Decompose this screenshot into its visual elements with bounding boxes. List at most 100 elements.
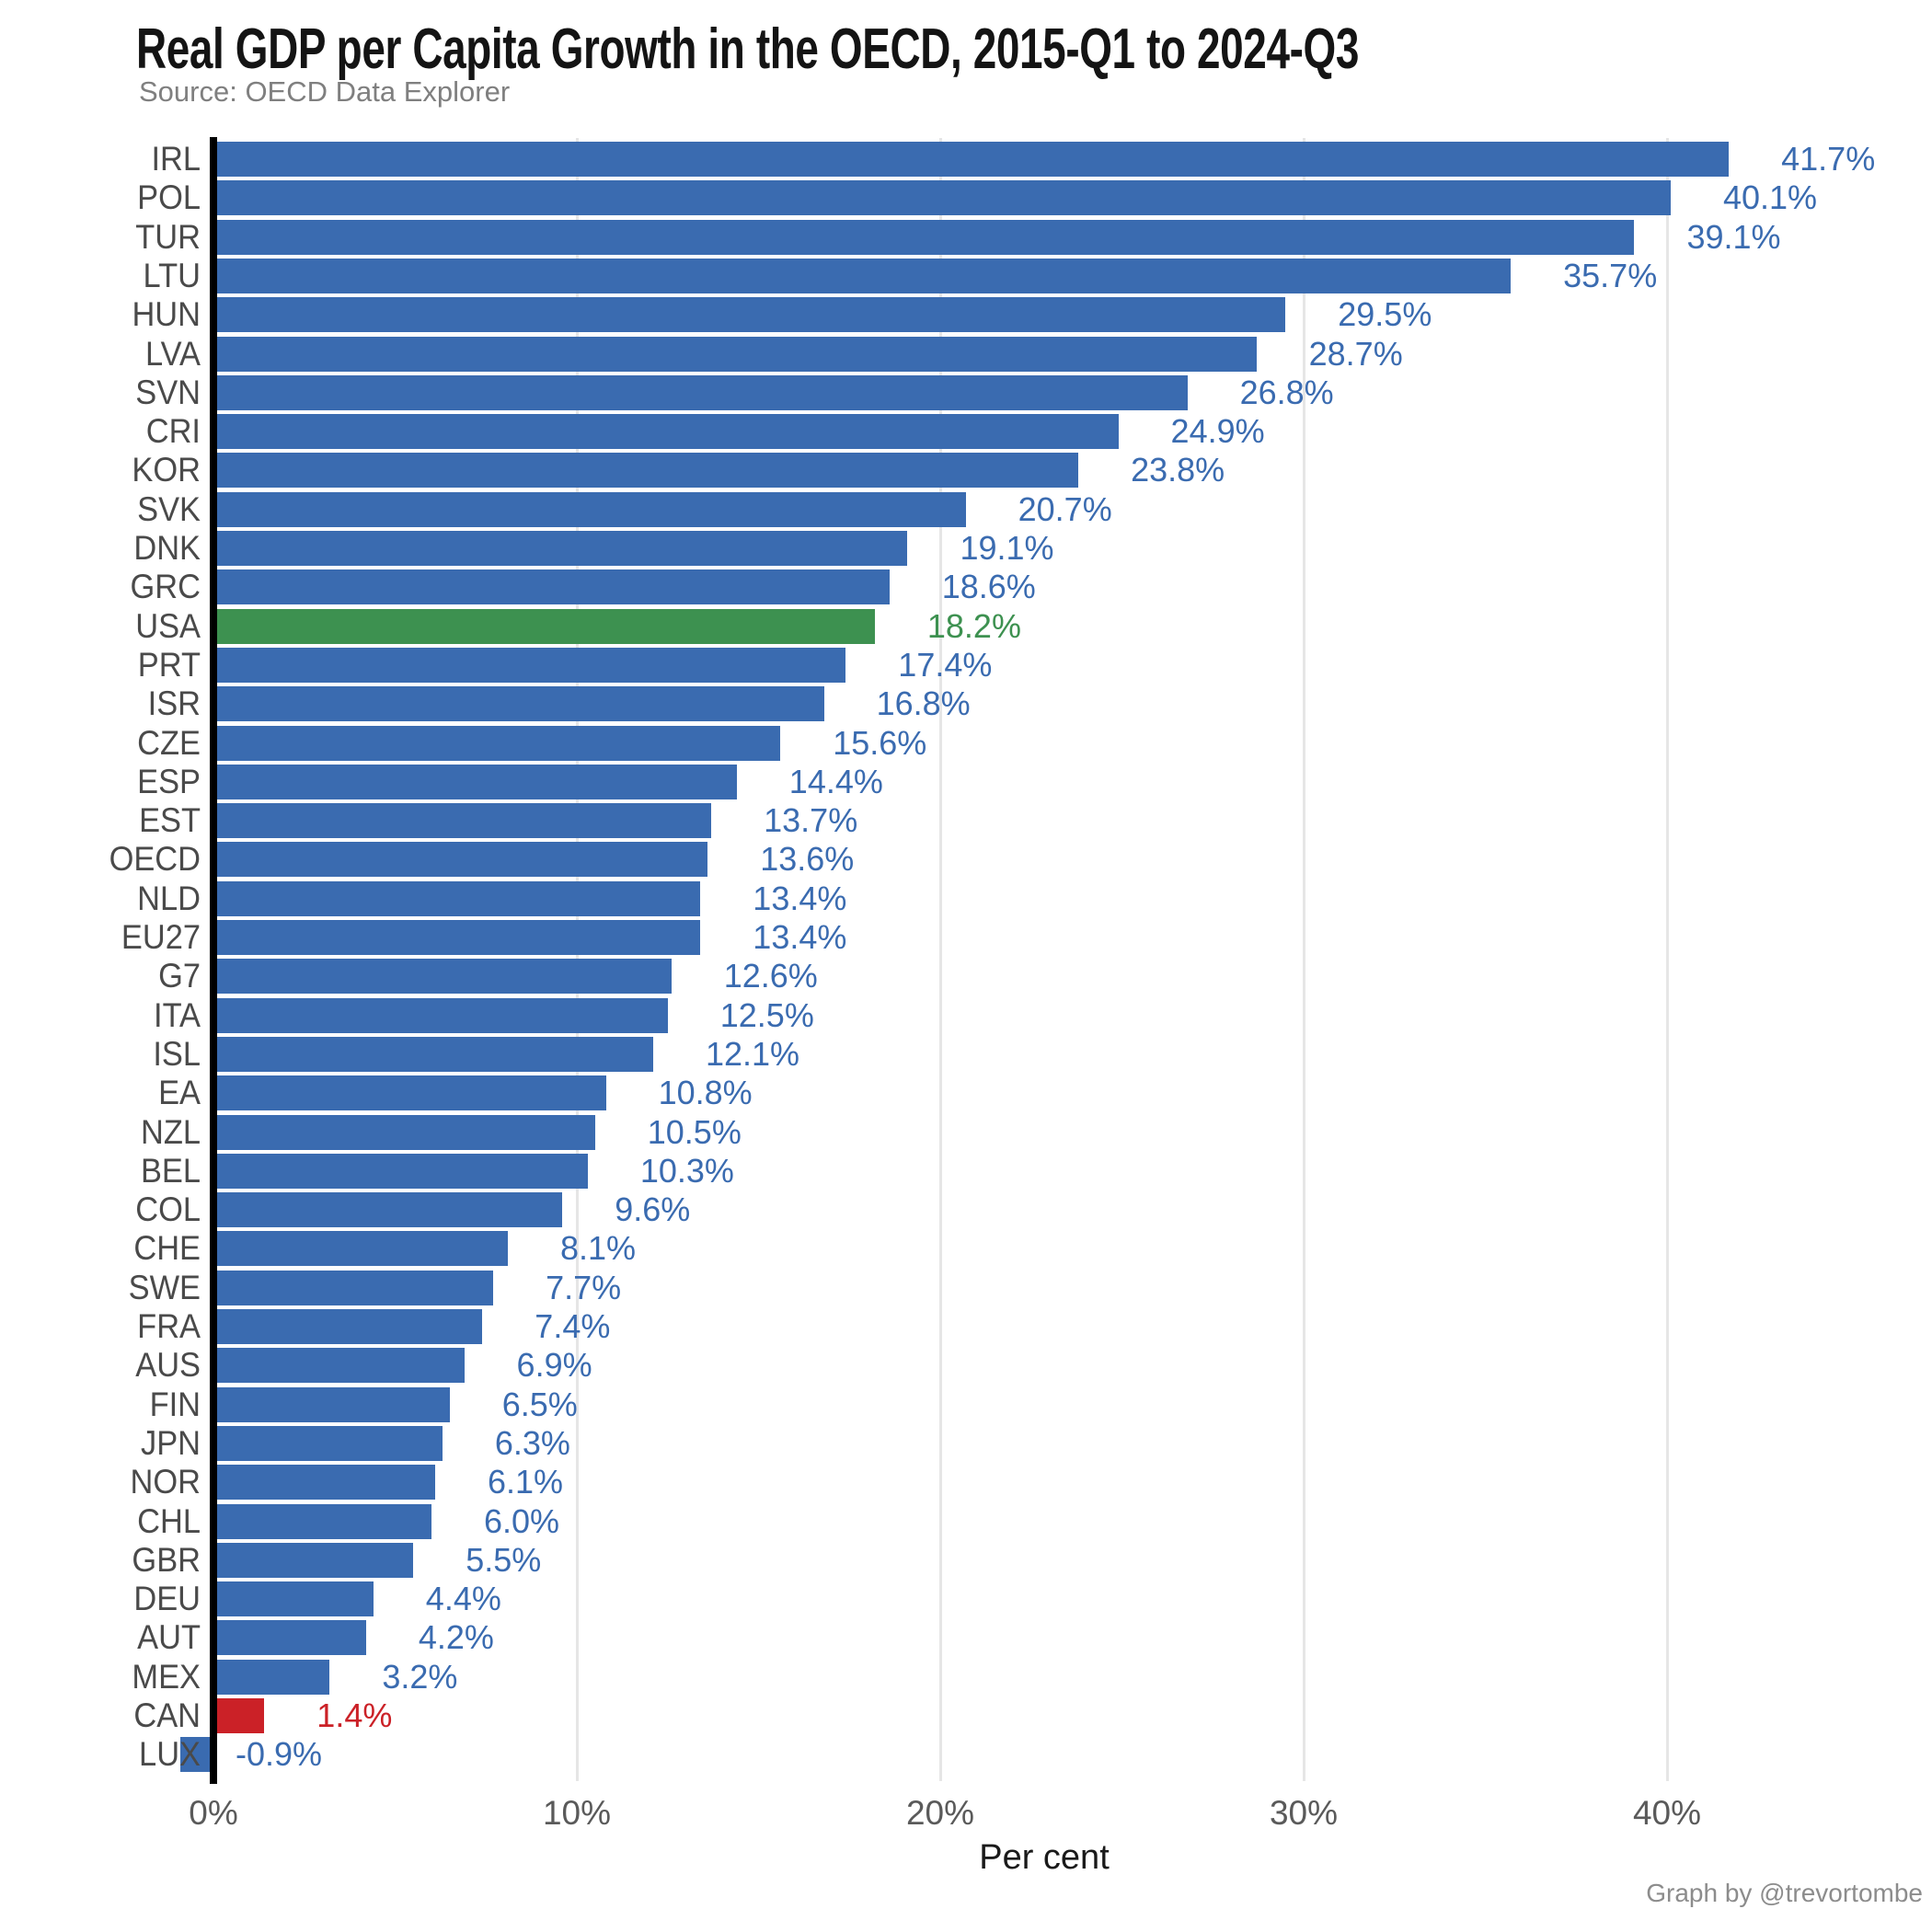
category-label-SWE: SWE [128, 1268, 201, 1306]
bar-CRI [213, 414, 1119, 450]
category-label-NOR: NOR [130, 1463, 201, 1501]
bar-G7 [213, 959, 672, 995]
value-label-SWE: 7.7% [546, 1268, 622, 1306]
category-label-NZL: NZL [140, 1112, 201, 1151]
category-label-FRA: FRA [137, 1307, 201, 1345]
gridline-40% [1666, 138, 1669, 1781]
bar-ISR [213, 686, 824, 722]
value-label-CRI: 24.9% [1170, 412, 1265, 451]
category-label-CHE: CHE [133, 1229, 201, 1268]
gridline-20% [939, 138, 942, 1781]
value-label-CHE: 8.1% [559, 1229, 636, 1268]
value-label-BEL: 10.3% [639, 1151, 734, 1190]
gridline-30% [1303, 138, 1305, 1781]
value-label-ESP: 14.4% [788, 762, 883, 800]
bar-USA [213, 608, 875, 644]
category-label-AUT: AUT [137, 1618, 201, 1657]
chart-title: Real GDP per Capita Growth in the OECD, … [136, 17, 1359, 81]
bar-TUR [213, 219, 1635, 255]
value-label-LVA: 28.7% [1308, 334, 1403, 373]
bar-FIN [213, 1386, 450, 1422]
category-label-LTU: LTU [143, 256, 201, 294]
x-tick-20%: 20% [905, 1794, 975, 1832]
value-label-ISL: 12.1% [705, 1034, 800, 1073]
bar-BEL [213, 1153, 588, 1189]
category-label-LUX: LUX [139, 1735, 201, 1774]
value-label-FRA: 7.4% [535, 1307, 611, 1345]
bar-LUX [180, 1737, 213, 1773]
value-label-SVN: 26.8% [1239, 373, 1334, 411]
category-label-USA: USA [135, 606, 201, 645]
category-label-FIN: FIN [149, 1385, 201, 1423]
bar-JPN [213, 1425, 443, 1461]
value-label-NLD: 13.4% [753, 879, 847, 917]
bar-DEU [213, 1581, 374, 1617]
value-label-KOR: 23.8% [1131, 451, 1225, 489]
value-label-GBR: 5.5% [466, 1540, 542, 1579]
category-label-ESP: ESP [137, 762, 201, 800]
bar-SWE [213, 1270, 494, 1305]
value-label-NOR: 6.1% [487, 1463, 563, 1501]
bar-SVK [213, 491, 966, 527]
bar-MEX [213, 1659, 330, 1695]
category-label-MEX: MEX [132, 1657, 201, 1696]
category-label-EST: EST [139, 801, 201, 840]
value-label-CHL: 6.0% [484, 1501, 560, 1540]
bar-ISL [213, 1036, 653, 1072]
category-label-EU27: EU27 [121, 918, 201, 956]
category-label-CHL: CHL [137, 1501, 201, 1540]
x-tick-40%: 40% [1632, 1794, 1702, 1832]
category-label-ISL: ISL [153, 1034, 201, 1073]
value-label-IRL: 41.7% [1781, 140, 1876, 178]
bar-NOR [213, 1465, 435, 1501]
chart-subtitle: Source: OECD Data Explorer [139, 75, 511, 108]
value-label-LUX: -0.9% [236, 1735, 323, 1774]
y-axis-zero-line [210, 137, 217, 1784]
bar-NLD [213, 880, 701, 916]
category-label-OECD: OECD [109, 840, 201, 879]
value-label-G7: 12.6% [723, 957, 818, 995]
value-label-POL: 40.1% [1722, 178, 1818, 217]
value-label-COL: 9.6% [615, 1190, 691, 1229]
value-label-DNK: 19.1% [960, 529, 1054, 567]
bar-DNK [213, 531, 908, 566]
category-label-G7: G7 [158, 957, 201, 995]
bar-AUT [213, 1620, 366, 1656]
category-label-CZE: CZE [137, 723, 201, 762]
value-label-CAN: 1.4% [316, 1696, 393, 1734]
x-tick-10%: 10% [542, 1794, 612, 1832]
category-label-AUS: AUS [135, 1346, 201, 1385]
bar-OECD [213, 842, 708, 878]
category-label-DEU: DEU [133, 1580, 201, 1618]
bar-EST [213, 803, 712, 839]
value-label-ITA: 12.5% [719, 995, 814, 1034]
bar-SVN [213, 374, 1188, 410]
value-label-OECD: 13.6% [760, 840, 855, 879]
value-label-AUS: 6.9% [516, 1346, 592, 1385]
value-label-EU27: 13.4% [753, 918, 847, 956]
value-label-LTU: 35.7% [1563, 256, 1658, 294]
x-tick-0%: 0% [189, 1794, 238, 1832]
value-label-TUR: 39.1% [1686, 217, 1781, 256]
value-label-DEU: 4.4% [425, 1580, 501, 1618]
category-label-SVK: SVK [137, 489, 201, 528]
bar-ITA [213, 997, 668, 1033]
category-label-IRL: IRL [151, 140, 201, 178]
value-label-AUT: 4.2% [418, 1618, 494, 1657]
category-label-COL: COL [135, 1190, 201, 1229]
category-label-SVN: SVN [135, 373, 201, 411]
category-label-GBR: GBR [132, 1540, 201, 1579]
category-label-KOR: KOR [132, 451, 201, 489]
bar-IRL [213, 142, 1730, 177]
bar-CHL [213, 1503, 431, 1539]
category-label-GRC: GRC [130, 568, 201, 606]
category-label-HUN: HUN [132, 295, 201, 334]
bar-GRC [213, 569, 890, 605]
value-label-EST: 13.7% [764, 801, 858, 840]
value-label-EA: 10.8% [658, 1074, 753, 1112]
bar-CHE [213, 1231, 508, 1267]
category-label-POL: POL [137, 178, 201, 217]
bar-PRT [213, 647, 846, 683]
value-label-CZE: 15.6% [833, 723, 927, 762]
